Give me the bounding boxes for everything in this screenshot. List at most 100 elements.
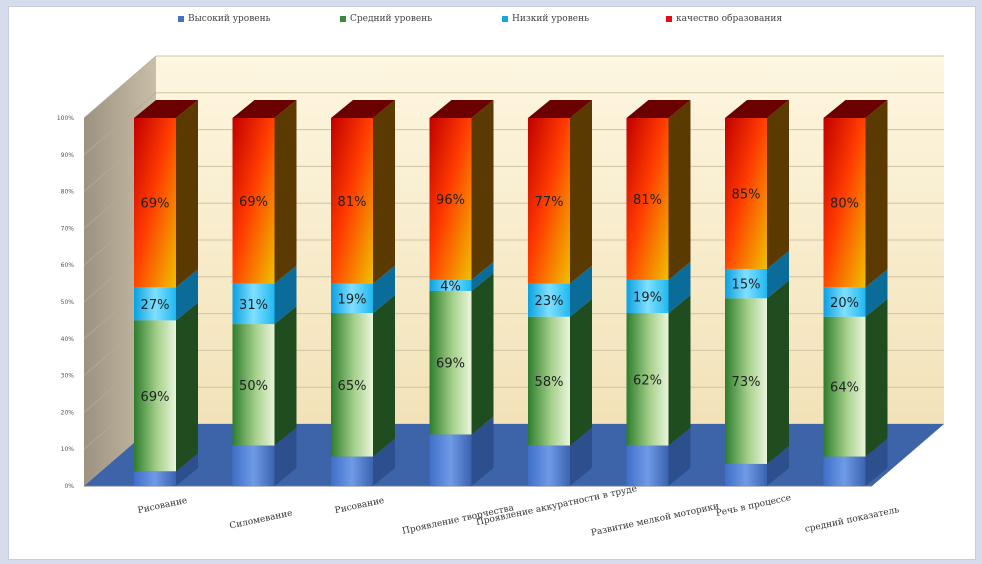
- y-tick-label: 50%: [61, 299, 75, 306]
- data-label-low: 27%: [141, 298, 170, 313]
- gridline-side: [83, 92, 157, 156]
- legend-label-medium: Средний уровень: [350, 14, 433, 24]
- bar-segment-quality: [626, 118, 669, 280]
- bar-side-low: [865, 269, 888, 317]
- y-tick-label: 30%: [61, 373, 75, 380]
- bar-side-medium: [373, 295, 395, 457]
- data-label-medium: 65%: [338, 379, 367, 394]
- bar-side-low: [570, 265, 592, 317]
- legend-item-high: Высокий уровень: [178, 14, 271, 24]
- bar-segment-low: [232, 283, 275, 325]
- bar-side-high: [274, 427, 297, 486]
- data-label-medium: 73%: [732, 375, 761, 390]
- bar-side-high: [373, 438, 395, 486]
- data-label-medium: 69%: [141, 390, 170, 405]
- bar-top-quality: [134, 100, 198, 118]
- y-tick-label: 80%: [61, 189, 75, 196]
- bar-segment-high: [429, 434, 472, 486]
- bar-segment-high: [725, 463, 767, 486]
- bar-side-medium: [865, 298, 888, 457]
- bar-segment-quality: [331, 118, 373, 284]
- bar-side-low: [471, 261, 494, 291]
- bar-top-quality: [528, 100, 592, 118]
- bar-side-high: [668, 427, 691, 486]
- bar-segment-medium: [331, 313, 373, 457]
- x-category-label: Речь в процессе: [715, 493, 792, 519]
- bar-side-quality: [767, 100, 789, 269]
- data-label-medium: 58%: [535, 375, 564, 390]
- bar-side-high: [767, 445, 789, 486]
- data-label-quality: 81%: [338, 195, 367, 210]
- bar-side-high: [865, 438, 888, 486]
- bar-side-low: [176, 269, 198, 321]
- y-tick-label: 60%: [61, 262, 75, 269]
- data-label-quality: 80%: [830, 197, 859, 212]
- bar-segment-low: [823, 287, 866, 317]
- bar-side-high: [570, 427, 592, 486]
- y-tick-label: 70%: [61, 225, 75, 232]
- bar-segment-medium: [232, 324, 275, 446]
- bar-segment-quality: [134, 118, 176, 288]
- data-label-quality: 85%: [732, 187, 761, 202]
- data-label-medium: 69%: [436, 357, 465, 372]
- data-label-medium: 62%: [633, 373, 662, 388]
- data-label-low: 4%: [440, 279, 461, 294]
- bar-segment-quality: [528, 118, 570, 284]
- bar-segment-low: [331, 283, 373, 314]
- bar-side-medium: [767, 280, 789, 464]
- bar-side-high: [471, 416, 494, 486]
- floor: [84, 424, 944, 486]
- bar-segment-high: [823, 456, 866, 486]
- x-category-label: средний показатель: [804, 505, 900, 535]
- y-tick-label: 20%: [61, 409, 75, 416]
- legend-swatch-quality: [666, 15, 672, 22]
- legend-item-medium: Средний уровень: [340, 14, 432, 24]
- bars-group: 69% 27% 69% 50% 31% 69% 65% 19% 81% 69% 4% 96% 58% 23…: [134, 100, 888, 486]
- bar-side-quality: [274, 100, 297, 284]
- bar-top-quality: [331, 100, 395, 118]
- bar-segment-medium: [429, 290, 472, 435]
- bar-segment-quality: [725, 118, 767, 269]
- bar-segment-high: [232, 445, 275, 486]
- data-label-low: 20%: [830, 296, 859, 311]
- data-label-medium: 50%: [239, 379, 268, 394]
- x-category-label: Силомевание: [229, 508, 294, 531]
- bar-segment-quality: [232, 118, 275, 284]
- data-label-low: 19%: [633, 290, 662, 305]
- bar-side-high: [176, 453, 198, 486]
- bar-side-medium: [570, 298, 592, 446]
- y-tick-label: 90%: [61, 152, 75, 159]
- legend-swatch-high: [178, 15, 184, 22]
- bar-top-quality: [626, 100, 691, 118]
- gridline-side: [83, 55, 157, 119]
- bar-side-quality: [668, 100, 691, 280]
- data-label-low: 19%: [338, 292, 367, 307]
- bar-side-quality: [570, 100, 592, 284]
- bar-segment-low: [725, 268, 767, 299]
- bar-top-quality: [232, 100, 297, 118]
- y-tick-label: 10%: [61, 446, 75, 453]
- bar-side-medium: [274, 306, 297, 446]
- x-category-label: Рисование: [137, 496, 188, 516]
- bar-segment-low: [429, 279, 472, 291]
- chart-walls: [83, 55, 944, 487]
- bar-side-low: [767, 250, 789, 299]
- bar-top-quality: [429, 100, 494, 118]
- data-label-medium: 64%: [830, 381, 859, 396]
- bar-side-medium: [668, 295, 691, 446]
- chart-legend: Высокий уровень Средний уровень Низкий у…: [0, 14, 982, 34]
- bar-segment-low: [134, 287, 176, 321]
- bar-side-medium: [471, 272, 494, 435]
- legend-swatch-medium: [340, 15, 346, 22]
- bar-side-low: [274, 265, 297, 325]
- bar-side-low: [373, 265, 395, 314]
- data-label-quality: 77%: [535, 195, 564, 210]
- bar-segment-quality: [823, 118, 866, 288]
- data-label-quality: 69%: [239, 195, 268, 210]
- bar-segment-low: [626, 279, 669, 314]
- legend-label-low: Низкий уровень: [512, 14, 590, 24]
- bar-segment-high: [134, 471, 176, 486]
- x-category-label: Рисование: [334, 496, 385, 516]
